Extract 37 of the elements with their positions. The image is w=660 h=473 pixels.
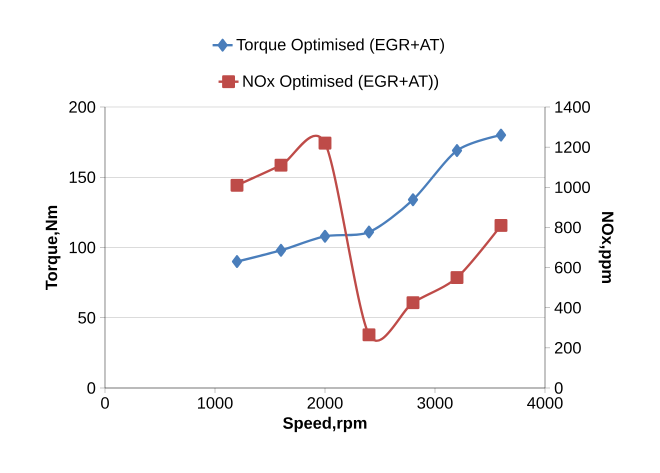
y-tick-label: 200 — [69, 101, 96, 113]
y2-tick-label: 1000 — [555, 181, 590, 194]
point — [406, 296, 420, 310]
y2-tick-label: 800 — [554, 222, 581, 234]
x-tick-label: 1000 — [198, 397, 233, 409]
point — [320, 230, 330, 243]
y2-tick-label: 0 — [554, 382, 563, 394]
y2-tick-label: 200 — [554, 342, 581, 354]
y2-tick-label: 600 — [554, 262, 581, 274]
y2-tick-label: 400 — [554, 302, 581, 314]
point — [276, 244, 286, 257]
point — [408, 193, 418, 206]
x-tick-label: 0 — [101, 397, 109, 409]
y2-tick-label: 1400 — [555, 101, 590, 113]
point — [496, 128, 506, 142]
point — [452, 144, 462, 157]
point — [450, 271, 464, 284]
point — [274, 158, 288, 172]
x-axis-title: Speed,rpm — [283, 416, 366, 432]
x-tick-label: 4000 — [527, 397, 563, 409]
point — [362, 328, 376, 342]
x-tick-label: 2000 — [308, 397, 343, 409]
y-tick-label: 100 — [70, 242, 96, 254]
point — [232, 255, 242, 268]
y2-axis-title: NOx,ppm — [598, 212, 614, 283]
x-tick-label: 3000 — [417, 397, 453, 409]
point — [364, 226, 374, 238]
legend-label: NOx Optimised (EGR+AT)) — [243, 74, 438, 90]
y-tick-label: 0 — [87, 382, 96, 394]
y-axis-title: Torque,Nm — [46, 206, 60, 290]
y-tick-label: 50 — [78, 312, 96, 324]
point — [494, 218, 508, 232]
point — [318, 136, 332, 150]
y2-tick-label: 1200 — [555, 141, 590, 153]
y-tick-label: 150 — [70, 171, 96, 184]
legend-label: Torque Optimised (EGR+AT) — [236, 38, 444, 54]
point — [230, 178, 244, 192]
